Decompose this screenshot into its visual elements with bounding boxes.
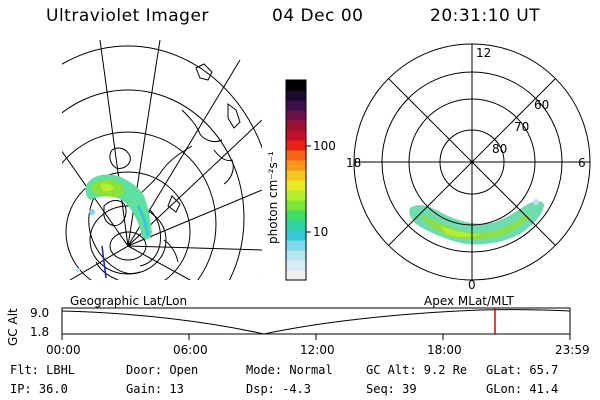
timeline-tick-label: 18:00 xyxy=(427,343,462,357)
altitude-timeline xyxy=(61,307,571,340)
gc-alt-status: GC Alt: 9.2 Re xyxy=(366,363,468,377)
mlt-6-label: 6 xyxy=(578,156,586,170)
colorbar-cell xyxy=(286,220,306,231)
image-date: 04 Dec 00 xyxy=(272,6,364,26)
colorbar-cell xyxy=(286,120,306,131)
timeline-y-axis-label: GC Alt xyxy=(6,308,20,346)
timeline-tick-label: 12:00 xyxy=(300,343,335,357)
colorbar-cell xyxy=(286,90,306,101)
geographic-map xyxy=(62,40,262,280)
timeline-tick-label: 23:59 xyxy=(555,343,590,357)
mode-status: Mode: Normal xyxy=(246,363,333,377)
colorbar-unit-label: photon cm⁻²s⁻¹ xyxy=(266,151,280,244)
polar-map-label: Apex MLat/MLT xyxy=(424,294,514,308)
colorbar-cell xyxy=(286,130,306,141)
mlt-12-label: 12 xyxy=(476,46,492,60)
colorbar-cell xyxy=(286,240,306,251)
colorbar-cell xyxy=(286,180,306,191)
seq-status: Seq: 39 xyxy=(366,382,417,396)
mlt-0-label: 0 xyxy=(468,278,476,292)
colorbar-cell xyxy=(286,160,306,171)
mlat-80-label: 80 xyxy=(492,142,508,156)
mlat-70-label: 70 xyxy=(514,120,530,134)
colorbar-cell xyxy=(286,230,306,241)
colorbar-cell xyxy=(286,210,306,221)
glon-status: GLon: 41.4 xyxy=(486,382,559,396)
mlt-18-label: 18 xyxy=(346,156,362,170)
colorbar-cell xyxy=(286,80,306,91)
door-status: Door: Open xyxy=(126,363,199,377)
polar-map xyxy=(353,43,591,281)
dsp-status: Dsp: -4.3 xyxy=(246,382,312,396)
filter-status: Flt: LBHL xyxy=(10,363,76,377)
colorbar-cell xyxy=(286,110,306,121)
colorbar-tick-100: 100 xyxy=(313,139,336,153)
colorbar-cell xyxy=(286,260,306,271)
ip-status: IP: 36.0 xyxy=(10,382,68,396)
colorbar-tick-10: 10 xyxy=(313,225,329,239)
colorbar-cell xyxy=(286,200,306,211)
glat-status: GLat: 65.7 xyxy=(486,363,559,377)
timeline-tick-label: 00:00 xyxy=(46,343,81,357)
colorbar-cell xyxy=(286,140,306,151)
timeline-y-top: 9.0 xyxy=(30,306,50,320)
colorbar-cell xyxy=(286,270,306,281)
colorbar-cell xyxy=(286,170,306,181)
colorbar-cell xyxy=(286,190,306,201)
gain-status: Gain: 13 xyxy=(126,382,184,396)
timeline-tick-label: 06:00 xyxy=(173,343,208,357)
image-time: 20:31:10 UT xyxy=(430,6,541,26)
color-bar xyxy=(285,79,311,281)
geographic-map-label: Geographic Lat/Lon xyxy=(70,294,188,308)
colorbar-cell xyxy=(286,250,306,261)
mlat-60-label: 60 xyxy=(534,98,550,112)
colorbar-cell xyxy=(286,150,306,161)
timeline-y-bottom: 1.8 xyxy=(30,325,50,339)
colorbar-cell xyxy=(286,100,306,111)
instrument-title: Ultraviolet Imager xyxy=(46,6,209,26)
